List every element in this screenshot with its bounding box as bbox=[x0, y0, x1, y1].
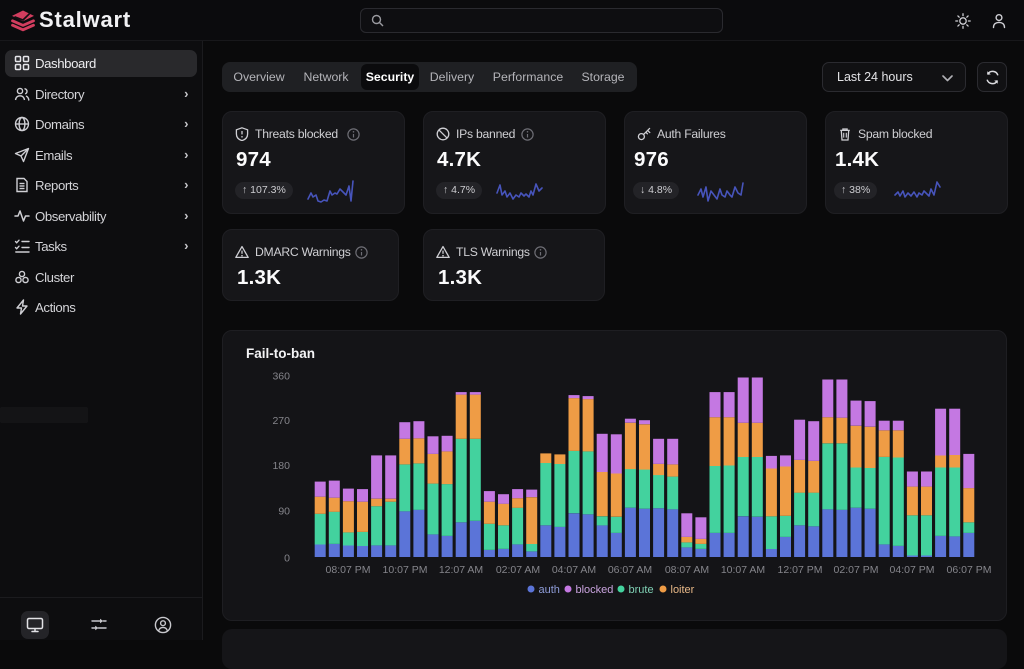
svg-text:180: 180 bbox=[272, 460, 290, 472]
svg-text:10:07 PM: 10:07 PM bbox=[383, 564, 428, 576]
svg-text:12:07 PM: 12:07 PM bbox=[778, 564, 823, 576]
svg-text:0: 0 bbox=[284, 553, 290, 565]
svg-text:08:07 AM: 08:07 AM bbox=[665, 564, 709, 576]
svg-text:270: 270 bbox=[272, 415, 290, 427]
svg-text:360: 360 bbox=[272, 371, 290, 383]
svg-text:12:07 AM: 12:07 AM bbox=[439, 564, 483, 576]
svg-text:06:07 PM: 06:07 PM bbox=[947, 564, 992, 576]
svg-text:02:07 AM: 02:07 AM bbox=[496, 564, 540, 576]
svg-text:06:07 AM: 06:07 AM bbox=[608, 564, 652, 576]
svg-text:brute: brute bbox=[629, 584, 654, 596]
svg-text:90: 90 bbox=[278, 506, 290, 518]
svg-text:04:07 AM: 04:07 AM bbox=[552, 564, 596, 576]
svg-text:blocked: blocked bbox=[576, 584, 614, 596]
svg-text:loiter: loiter bbox=[671, 584, 695, 596]
svg-text:08:07 PM: 08:07 PM bbox=[326, 564, 371, 576]
svg-text:02:07 PM: 02:07 PM bbox=[834, 564, 879, 576]
svg-text:auth: auth bbox=[539, 584, 560, 596]
svg-text:10:07 AM: 10:07 AM bbox=[721, 564, 765, 576]
svg-text:04:07 PM: 04:07 PM bbox=[890, 564, 935, 576]
